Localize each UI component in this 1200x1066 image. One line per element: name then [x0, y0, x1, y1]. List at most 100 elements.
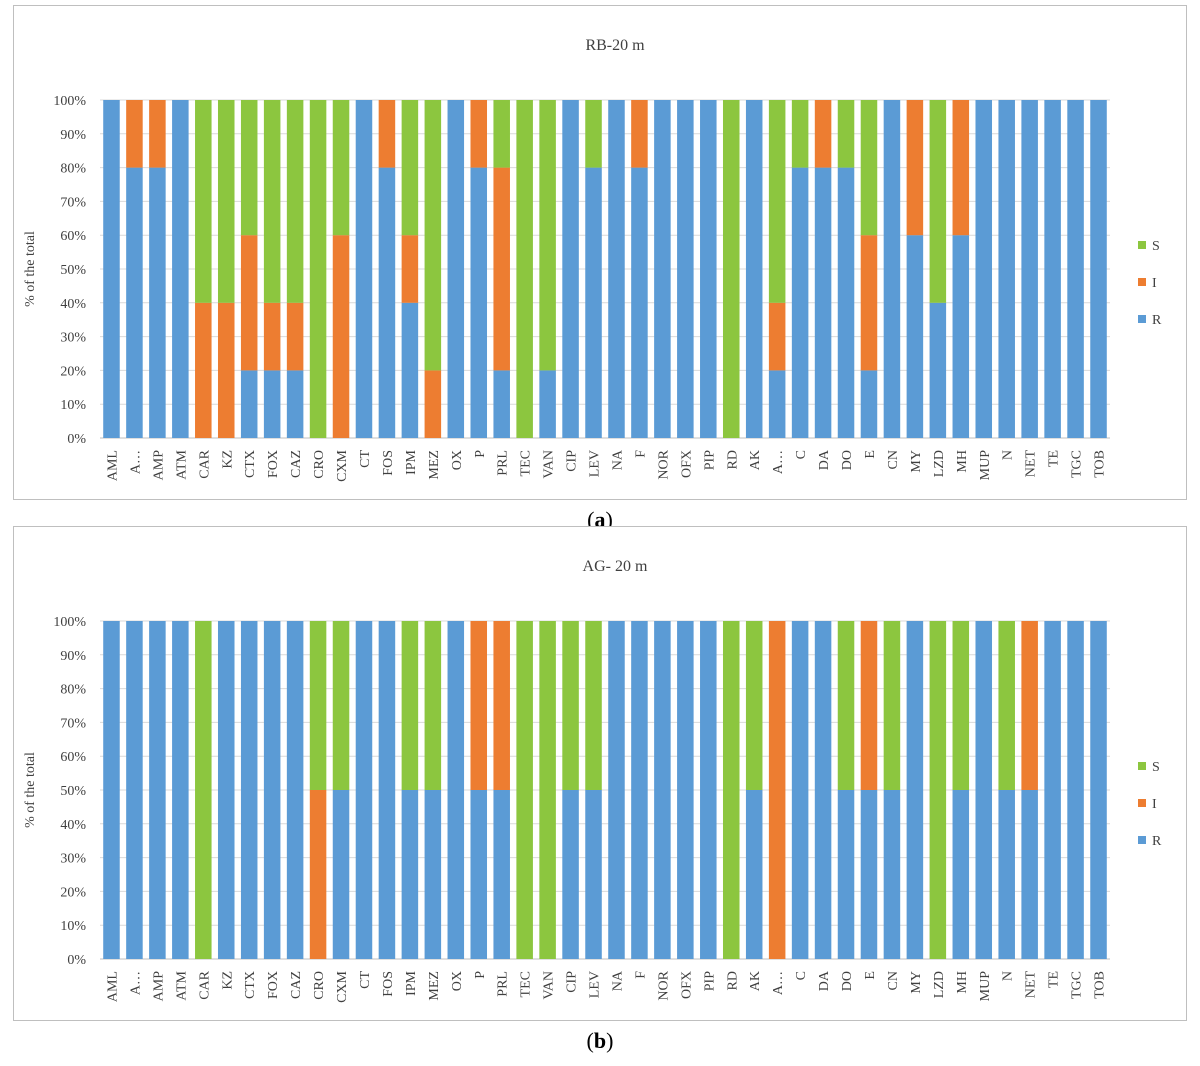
legend-swatch-r: [1138, 315, 1146, 323]
bar-r-32: [837, 167, 855, 438]
bar-s-27: [722, 100, 740, 438]
bar-s-30: [791, 100, 809, 168]
bar-r-40: [1021, 790, 1038, 959]
x-tick-label: OX: [450, 450, 465, 470]
y-tick-label: 20%: [60, 364, 86, 379]
stacked-bar-chart-a: RB-20 m 0% 10% 20% 30% 40% 50% 60% 70% 80% 90% 100%…: [23, 37, 1162, 482]
bar-i-4: [195, 302, 212, 438]
bar-s-6: [240, 100, 258, 236]
bar-r-10: [332, 790, 350, 959]
y-tick-label: 40%: [60, 297, 86, 312]
caption-b-close: ): [606, 1028, 614, 1053]
bar-s-36: [929, 100, 947, 303]
bar-r-12: [378, 167, 396, 438]
bar-s-33: [860, 100, 878, 236]
bar-r-43: [1090, 621, 1107, 959]
bar-i-17: [493, 621, 510, 790]
bar-s-18: [516, 100, 533, 438]
chart-title: RB-20 m: [585, 37, 645, 54]
bar-r-34: [883, 100, 901, 438]
y-tick-label: 10%: [60, 398, 86, 413]
bar-i-17: [493, 167, 510, 371]
caption-a: (a): [0, 507, 1200, 533]
x-tick-label: KZ: [220, 450, 235, 469]
bar-r-19: [539, 370, 556, 438]
bar-i-31: [814, 100, 832, 168]
bar-r-38: [975, 621, 993, 959]
bar-r-20: [562, 790, 579, 959]
legend-swatch-i: [1138, 278, 1146, 286]
bar-r-25: [677, 621, 694, 959]
y-tick-label: 100%: [53, 615, 86, 630]
y-tick-label: 70%: [60, 716, 86, 731]
bar-r-41: [1044, 100, 1061, 438]
legend-swatch-s: [1138, 762, 1146, 770]
caption-a-letter: a: [594, 507, 606, 532]
bar-r-1: [126, 621, 143, 959]
caption-b-letter: b: [593, 1028, 607, 1053]
x-tick-label: TGC: [1070, 450, 1085, 478]
bar-r-30: [791, 621, 809, 959]
caption-b-open: (: [586, 1028, 594, 1053]
x-tick-label: CRO: [312, 971, 327, 1000]
bar-s-9: [309, 100, 327, 438]
bar-i-37: [952, 100, 970, 236]
y-tick-label: 40%: [60, 818, 86, 833]
bar-i-12: [378, 100, 396, 168]
bar-r-1: [126, 167, 143, 438]
x-tick-label: AMP: [151, 450, 166, 481]
bar-s-37: [952, 621, 970, 790]
bar-s-36: [929, 621, 947, 959]
bar-r-36: [929, 302, 947, 438]
bar-i-33: [860, 621, 878, 790]
y-tick-label: 0%: [67, 953, 86, 968]
x-tick-label: IPM: [404, 449, 419, 474]
bar-r-7: [263, 370, 281, 438]
legend-label-i: I: [1152, 797, 1157, 812]
bar-r-42: [1067, 621, 1084, 959]
x-tick-label: DO: [840, 971, 855, 991]
x-tick-label: OFX: [679, 971, 694, 999]
x-tick-label: CAZ: [289, 450, 304, 478]
bar-i-33: [860, 235, 878, 371]
x-tick-label: AK: [748, 971, 763, 991]
bar-s-14: [424, 100, 442, 371]
bar-i-29: [768, 621, 786, 959]
bar-s-34: [883, 621, 901, 790]
bar-i-13: [401, 235, 419, 303]
x-tick-label: E: [863, 450, 878, 459]
x-tick-label: MY: [909, 971, 924, 994]
x-tick-label: F: [633, 971, 648, 979]
legend-label-r: R: [1152, 313, 1162, 328]
y-tick-label: 80%: [60, 683, 86, 698]
x-tick-label: N: [1001, 450, 1016, 460]
bar-s-32: [837, 621, 855, 790]
bar-s-4: [195, 621, 212, 959]
x-tick-label: AK: [748, 450, 763, 470]
legend-label-r: R: [1152, 834, 1162, 849]
bar-r-12: [378, 621, 396, 959]
bar-s-10: [332, 621, 350, 790]
legend-swatch-r: [1138, 836, 1146, 844]
bar-r-14: [424, 790, 442, 959]
x-tick-label: NOR: [656, 970, 671, 1000]
bar-r-21: [585, 790, 602, 959]
x-tick-label: FOX: [266, 450, 281, 478]
bar-s-32: [837, 100, 855, 168]
x-tick-label: TEC: [519, 971, 534, 997]
bar-s-14: [424, 621, 442, 790]
bar-r-31: [814, 167, 832, 438]
x-tick-label: PRL: [496, 971, 511, 997]
y-tick-label: 100%: [53, 94, 86, 109]
bar-i-9: [309, 790, 327, 959]
bar-i-35: [906, 100, 924, 236]
y-tick-label: 70%: [60, 195, 86, 210]
y-tick-label: 10%: [60, 919, 86, 934]
x-tick-label: AMP: [151, 971, 166, 1002]
caption-b: (b): [0, 1028, 1200, 1054]
bar-r-13: [401, 302, 419, 438]
x-tick-label: OFX: [679, 450, 694, 478]
x-tick-label: F: [633, 450, 648, 458]
x-tick-label: CTX: [243, 450, 258, 478]
bar-r-17: [493, 790, 510, 959]
